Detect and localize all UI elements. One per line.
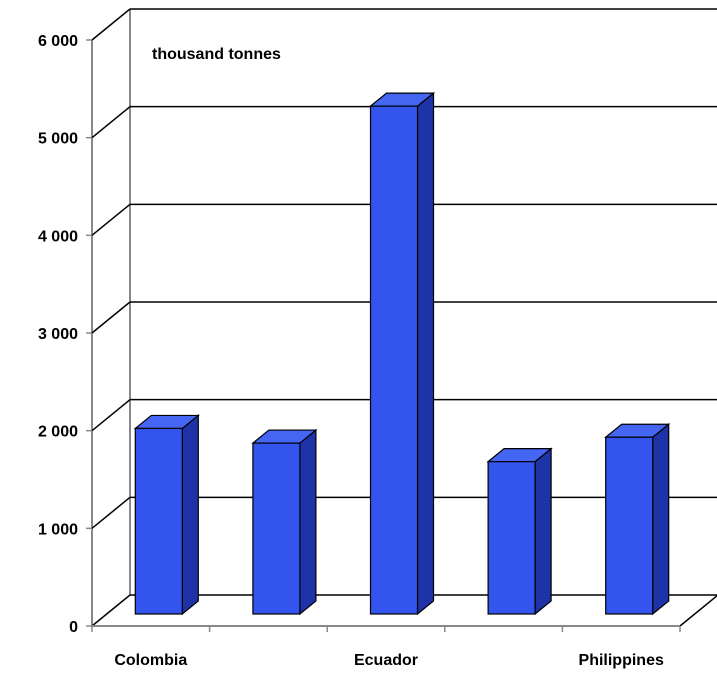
category-label: Philippines [579, 652, 664, 669]
bar-front [605, 436, 654, 615]
bar-side [181, 414, 199, 616]
bars [133, 91, 671, 616]
x-axis [91, 625, 681, 632]
bar [368, 91, 436, 616]
bar-front [369, 105, 419, 615]
gridline-diagonal [91, 496, 131, 529]
bar [604, 422, 671, 616]
gridline-diagonal [91, 106, 131, 139]
bar [133, 414, 200, 616]
y-tick-label: 2 000 [38, 424, 78, 441]
y-tick-label: 4 000 [38, 228, 78, 245]
bar-front [487, 461, 536, 615]
bar [486, 447, 553, 616]
bar-side [534, 447, 552, 616]
bar-side [299, 428, 317, 616]
y-axis: 0 1 000 2 000 3 000 4 000 5 000 6 000 [38, 33, 92, 636]
y-tick-label: 6 000 [38, 33, 78, 50]
y-tick-label: 3 000 [38, 326, 78, 343]
category-labels: Colombia Ecuador Philippines [114, 652, 664, 669]
gridline-diagonal [91, 594, 131, 627]
bar-front [252, 442, 301, 615]
y-tick-label: 0 [69, 619, 78, 636]
bar-side [652, 422, 670, 616]
gridline-diagonal [91, 301, 131, 334]
bar-side [416, 91, 435, 616]
bar-front [134, 427, 183, 615]
category-label: Ecuador [354, 652, 418, 669]
category-label: Colombia [114, 652, 187, 669]
y-tick-label: 5 000 [38, 131, 78, 148]
bar [251, 428, 318, 616]
gridline-diagonal [91, 203, 131, 236]
gridline-diagonal [91, 8, 131, 41]
unit-label: thousand tonnes [152, 46, 281, 63]
floor-right-edge [679, 594, 717, 627]
gridline-diagonal [91, 399, 131, 432]
y-tick-label: 1 000 [38, 521, 78, 538]
